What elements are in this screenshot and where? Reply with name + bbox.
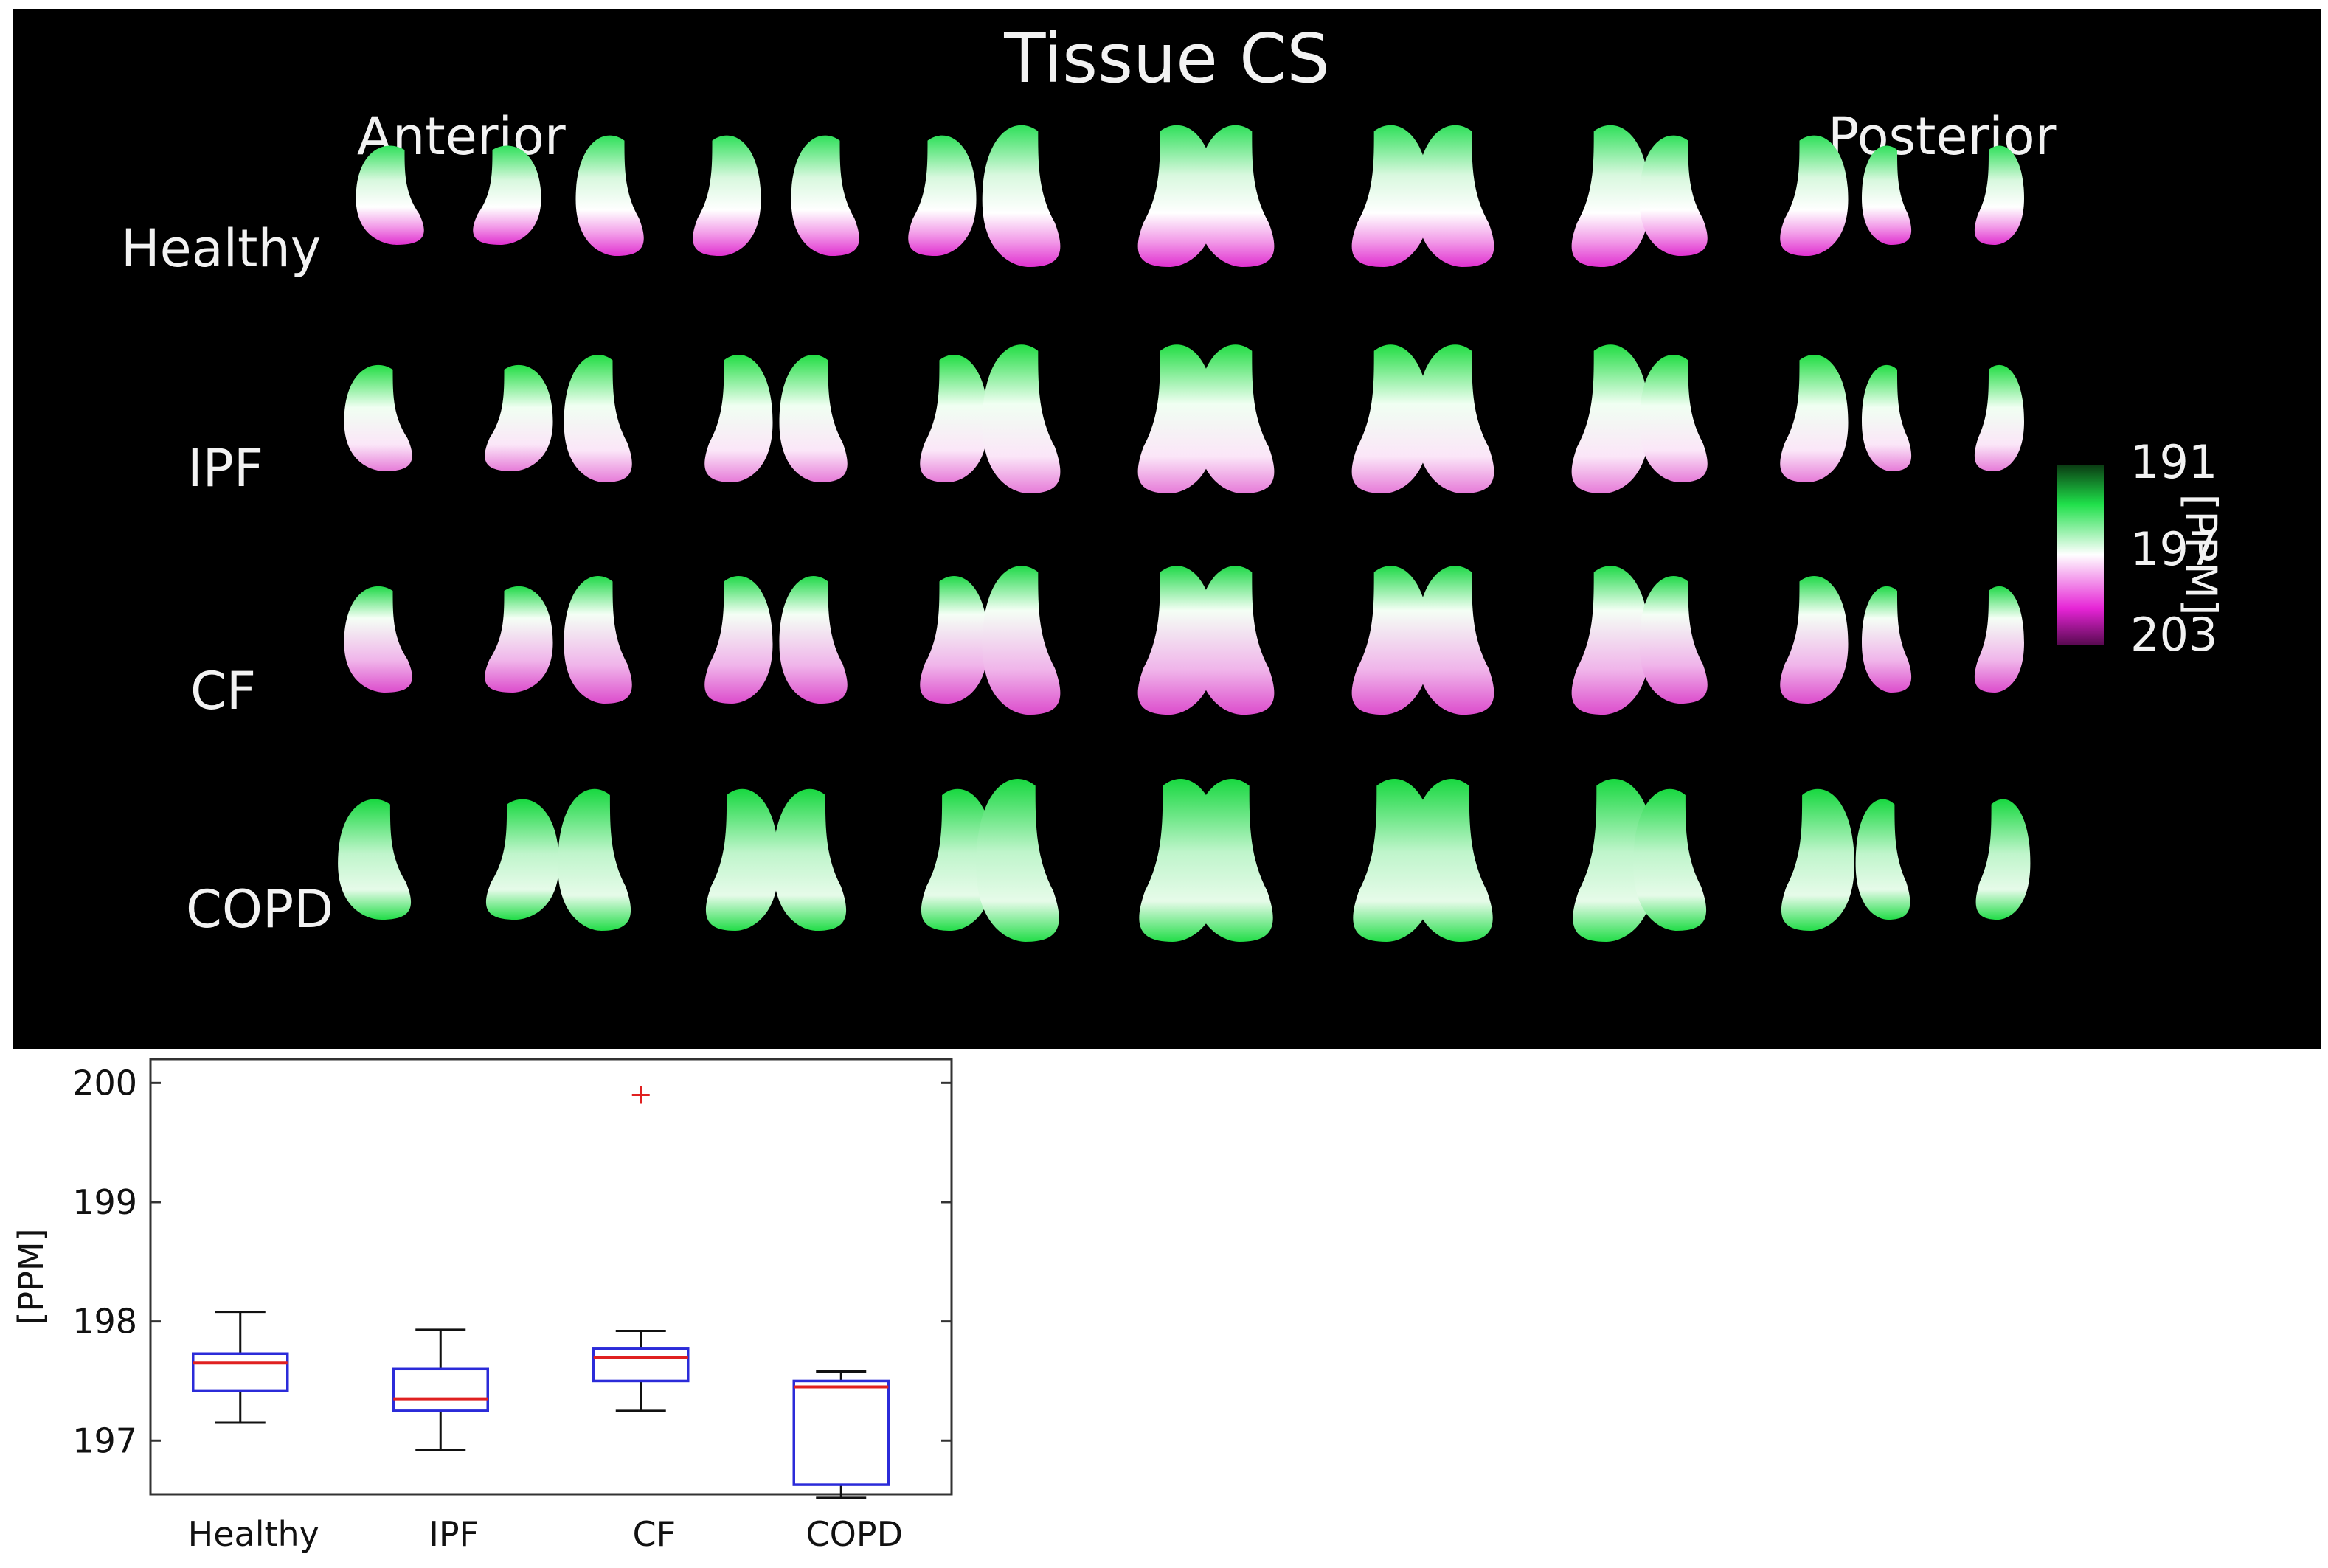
lung-ipf-slice-7-left [1639,355,1708,482]
lung-healthy-slice-2-left [575,135,644,256]
lung-copd-slice-1-left [338,799,412,920]
lung-healthy-slice-6-left [1416,125,1494,267]
box-iqr [392,1367,489,1412]
lung-copd-slice-5-left [1190,778,1273,942]
lung-ipf-slice-8-left [1862,364,1912,471]
x-tick-label-cf: CF [632,1514,676,1554]
lung-cf-slice-2-right [704,576,773,704]
lung-copd-slice-2-right [705,788,779,931]
lung-ipf-slice-5-left [1196,344,1275,493]
lung-copd-slice-3-left [773,788,847,931]
lung-cf-slice-7-right [1780,576,1849,704]
lung-cf-slice-8-right [1974,586,2024,693]
lung-healthy-slice-8-right [1974,145,2024,245]
lung-ipf-slice-3-right [920,355,988,482]
y-axis-label: [PPM] [11,1228,51,1325]
lung-healthy-slice-5-right [1351,125,1430,267]
lung-cf-slice-2-left [564,576,632,704]
plot-frame [149,1058,953,1496]
lung-healthy-slice-4-left [982,125,1061,267]
box-copd [792,1370,890,1499]
lung-healthy-slice-6-right [1571,125,1650,267]
lung-cf-slice-4-right [1137,566,1216,715]
lung-cf-slice-3-right [920,576,988,704]
lung-copd-slice-4-left [976,778,1059,942]
box-iqr [592,1347,690,1383]
lung-renderings [338,125,2031,942]
lung-healthy-slice-7-left [1639,135,1708,256]
lung-ipf-slice-6-right [1571,344,1650,493]
lung-ipf-slice-4-left [982,344,1061,493]
lung-copd-slice-7-right [1781,788,1854,931]
lung-ipf-slice-8-right [1974,364,2024,471]
lung-ipf-slice-6-left [1416,344,1494,493]
box-iqr [192,1352,289,1392]
lung-cf-slice-6-left [1416,566,1494,715]
lung-copd-slice-7-left [1633,788,1707,931]
box-iqr [792,1379,890,1486]
lung-cf-slice-5-right [1351,566,1430,715]
lung-cf-slice-7-left [1639,576,1708,704]
posterior-label: Posterior [1828,106,2057,167]
colorbar [2057,465,2104,645]
lung-copd-slice-8-right [1975,799,2031,920]
lung-healthy-slice-5-left [1196,125,1275,267]
colorbar-unit-label: [PPM] [2176,493,2226,616]
lung-copd-slice-6-left [1410,778,1493,942]
lung-copd-slice-2-left [558,788,631,931]
lung-cf-slice-3-left [779,576,848,704]
lung-cf-slice-5-left [1196,566,1275,715]
outlier-point [631,1086,650,1104]
y-tick-label: 197 [72,1420,137,1460]
lung-healthy-slice-8-left [1862,145,1912,245]
x-tick-label-copd: COPD [806,1514,904,1554]
lung-healthy-slice-4-right [1137,125,1216,267]
colorbar-tick-203: 203 [2130,608,2218,662]
row-label-copd: COPD [186,879,334,940]
y-tick-label: 199 [72,1182,137,1222]
row-label-cf: CF [190,661,257,721]
lung-ipf-slice-1-left [344,364,412,471]
box-cf [592,1086,690,1412]
lung-cf-slice-1-left [344,586,412,693]
lung-healthy-slice-3-left [791,135,859,256]
lung-copd-slice-6-right [1573,778,1656,942]
lung-cf-slice-4-left [982,566,1061,715]
lung-ipf-slice-3-left [779,355,848,482]
lung-healthy-slice-1-left [356,145,424,245]
lung-cf-slice-6-right [1571,566,1650,715]
lung-ipf-slice-7-right [1780,355,1849,482]
box-healthy [192,1311,289,1424]
figure-title: Tissue CS [1004,19,1330,98]
colorbar-tick-191: 191 [2130,435,2218,489]
lung-healthy-slice-1-right [473,145,541,245]
x-tick-label-ipf: IPF [429,1514,479,1554]
lung-healthy-slice-7-right [1780,135,1849,256]
row-label-ipf: IPF [187,438,264,499]
lung-copd-slice-3-right [921,788,994,931]
lung-healthy-slice-2-right [693,135,761,256]
lung-ipf-slice-5-right [1351,344,1430,493]
lung-map-panel: Tissue CS Anterior Posterior Healthy IPF… [13,9,2321,1049]
lung-ipf-slice-2-left [564,355,632,482]
box-ipf [392,1328,489,1451]
lung-ipf-slice-4-right [1137,344,1216,493]
lung-ipf-slice-1-right [485,364,553,471]
colorbar-tick-197: 197 [2130,522,2218,576]
lung-copd-slice-8-left [1855,799,1910,920]
y-tick-label: 200 [72,1063,137,1103]
box-plot: 197 198 199 200 Healthy IPF CF COPD [PPM] [11,1058,953,1554]
y-tick-label: 198 [72,1302,137,1342]
row-label-healthy: Healthy [121,218,322,279]
lung-cf-slice-1-right [485,586,553,693]
x-tick-label-healthy: Healthy [188,1514,319,1554]
lung-copd-slice-1-right [485,799,559,920]
lung-healthy-slice-3-right [908,135,977,256]
lung-ipf-slice-2-right [704,355,773,482]
lung-cf-slice-8-left [1862,586,1912,693]
